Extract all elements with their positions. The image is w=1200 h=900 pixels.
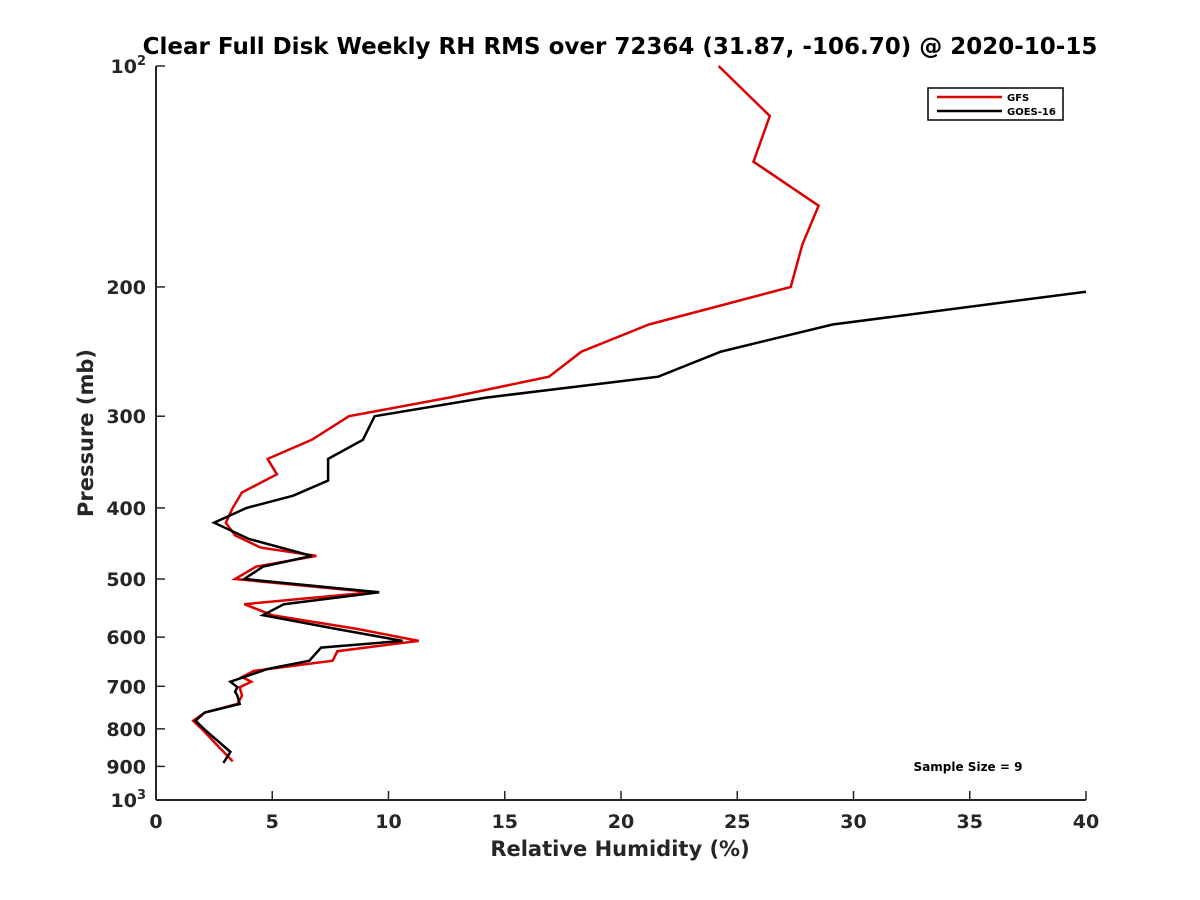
x-tick-label: 10 — [375, 811, 401, 833]
y-tick-label: 500 — [106, 569, 146, 591]
legend-goes16-label: GOES-16 — [1007, 107, 1056, 118]
y-tick-label: 200 — [106, 277, 146, 299]
y-tick-label: 900 — [106, 756, 146, 778]
y-tick-label: 400 — [106, 498, 146, 520]
y-tick-label: 103 — [111, 788, 147, 812]
y-tick-label: 300 — [106, 406, 146, 428]
series-line-goes-16 — [193, 290, 1087, 764]
x-tick-label: 40 — [1073, 811, 1099, 833]
x-tick-layer: 0 5 10 15 20 25 30 35 40 — [149, 791, 1099, 833]
series-line-gfs — [191, 65, 821, 763]
x-tick-label: 35 — [957, 811, 983, 833]
legend-gfs-label: GFS — [1007, 93, 1029, 104]
y-tick-base: 10 — [111, 790, 137, 812]
y-tick-label: 800 — [106, 719, 146, 741]
y-axis-label: Pressure (mb) — [74, 349, 98, 517]
y-tick-exponent: 2 — [137, 54, 146, 69]
series-layer — [191, 65, 1087, 764]
x-tick-label: 30 — [840, 811, 866, 833]
x-tick-label: 5 — [266, 811, 279, 833]
sample-size-annotation: Sample Size = 9 — [914, 760, 1023, 774]
x-axis-label: Relative Humidity (%) — [490, 837, 749, 861]
y-tick-base: 10 — [111, 56, 137, 78]
y-tick-label: 102 — [111, 54, 147, 78]
x-tick-label: 15 — [492, 811, 518, 833]
y-tick-label: 600 — [106, 627, 146, 649]
y-tick-label: 700 — [106, 676, 146, 698]
x-tick-label: 0 — [149, 811, 162, 833]
chart-title: Clear Full Disk Weekly RH RMS over 72364… — [143, 34, 1098, 60]
x-tick-label: 20 — [608, 811, 634, 833]
x-tick-label: 25 — [724, 811, 750, 833]
legend-box — [927, 87, 1064, 121]
legend: GFS GOES-16 — [927, 87, 1064, 121]
y-tick-exponent: 3 — [137, 788, 146, 803]
